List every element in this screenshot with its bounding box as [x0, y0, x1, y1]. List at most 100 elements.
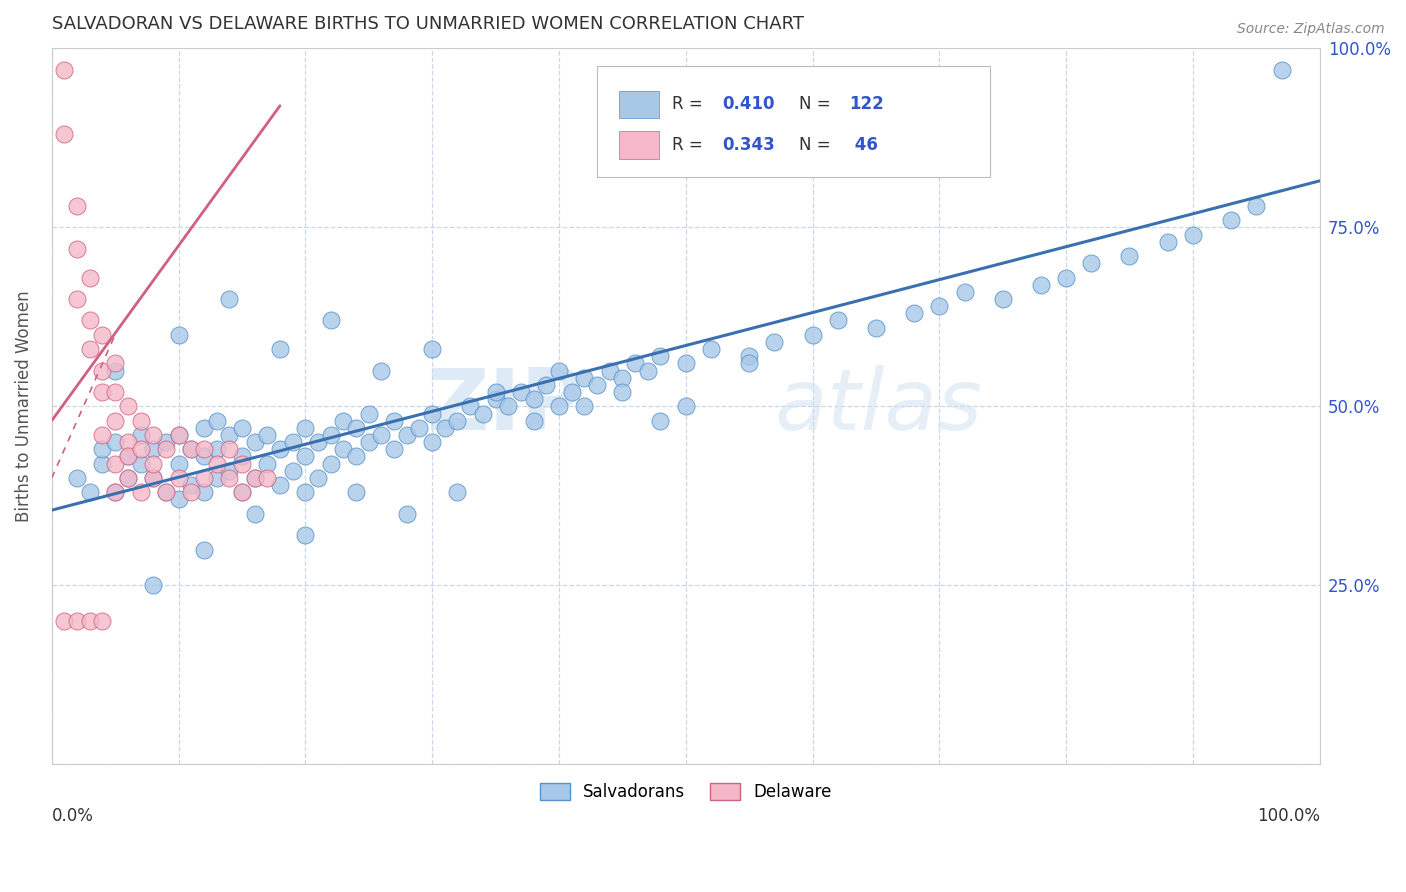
Point [827, 313, 849, 327]
Point [1246, 199, 1268, 213]
Text: 0.0%: 0.0% [52, 807, 94, 825]
Point [496, 400, 519, 414]
Point [117, 435, 139, 450]
Point [624, 356, 647, 370]
Point [586, 377, 609, 392]
Point [599, 363, 621, 377]
Point [294, 485, 316, 500]
FancyBboxPatch shape [598, 66, 990, 178]
Point [53, 128, 76, 142]
Point [256, 428, 278, 442]
Point [612, 385, 634, 400]
Point [193, 450, 215, 464]
Point [344, 485, 367, 500]
Point [738, 356, 761, 370]
Point [509, 385, 531, 400]
Point [193, 471, 215, 485]
Point [471, 407, 494, 421]
Point [675, 356, 697, 370]
Point [484, 392, 506, 407]
Point [243, 507, 266, 521]
Point [522, 414, 544, 428]
Text: 46: 46 [849, 136, 879, 154]
Point [91, 363, 114, 377]
Text: N =: N = [799, 95, 835, 113]
Point [91, 442, 114, 457]
Point [142, 457, 165, 471]
Point [231, 457, 253, 471]
Text: 0.343: 0.343 [723, 136, 775, 154]
Point [433, 421, 456, 435]
Point [167, 327, 190, 342]
Point [650, 414, 672, 428]
Point [66, 242, 89, 256]
Point [574, 370, 596, 384]
Point [536, 377, 558, 392]
Point [79, 614, 101, 628]
Point [180, 478, 202, 492]
Y-axis label: Births to Unmarried Women: Births to Unmarried Women [15, 291, 32, 522]
Point [129, 414, 152, 428]
Point [218, 442, 240, 457]
Point [79, 270, 101, 285]
Point [155, 485, 177, 500]
Point [953, 285, 976, 299]
Point [561, 385, 583, 400]
Point [420, 435, 443, 450]
Point [370, 428, 392, 442]
Point [142, 428, 165, 442]
Point [1118, 249, 1140, 263]
Point [319, 313, 342, 327]
Point [269, 478, 291, 492]
Point [91, 385, 114, 400]
Point [205, 457, 228, 471]
Point [66, 292, 89, 306]
Text: 0.410: 0.410 [723, 95, 775, 113]
Point [294, 450, 316, 464]
Point [332, 442, 354, 457]
Point [420, 342, 443, 356]
Point [66, 199, 89, 213]
Point [142, 471, 165, 485]
Text: R =: R = [672, 95, 707, 113]
Point [218, 464, 240, 478]
Point [129, 442, 152, 457]
Point [155, 485, 177, 500]
Point [370, 363, 392, 377]
Text: atlas: atlas [775, 365, 983, 448]
Point [801, 327, 824, 342]
Point [155, 442, 177, 457]
Point [129, 457, 152, 471]
Point [357, 435, 380, 450]
Point [458, 400, 481, 414]
Point [294, 421, 316, 435]
Point [420, 407, 443, 421]
Point [117, 400, 139, 414]
Point [180, 442, 202, 457]
Point [700, 342, 723, 356]
Point [395, 507, 418, 521]
Point [243, 435, 266, 450]
Point [142, 578, 165, 592]
Point [256, 471, 278, 485]
Point [446, 485, 468, 500]
Point [231, 421, 253, 435]
Point [104, 414, 127, 428]
Point [1080, 256, 1102, 270]
Point [1271, 62, 1294, 77]
Point [104, 363, 127, 377]
Point [865, 320, 887, 334]
Point [155, 435, 177, 450]
Point [193, 442, 215, 457]
Point [446, 414, 468, 428]
Point [104, 435, 127, 450]
Point [79, 313, 101, 327]
Point [167, 428, 190, 442]
Point [66, 614, 89, 628]
Text: R =: R = [672, 136, 707, 154]
Point [243, 471, 266, 485]
Point [738, 349, 761, 363]
Point [281, 435, 304, 450]
Point [142, 471, 165, 485]
Point [104, 485, 127, 500]
